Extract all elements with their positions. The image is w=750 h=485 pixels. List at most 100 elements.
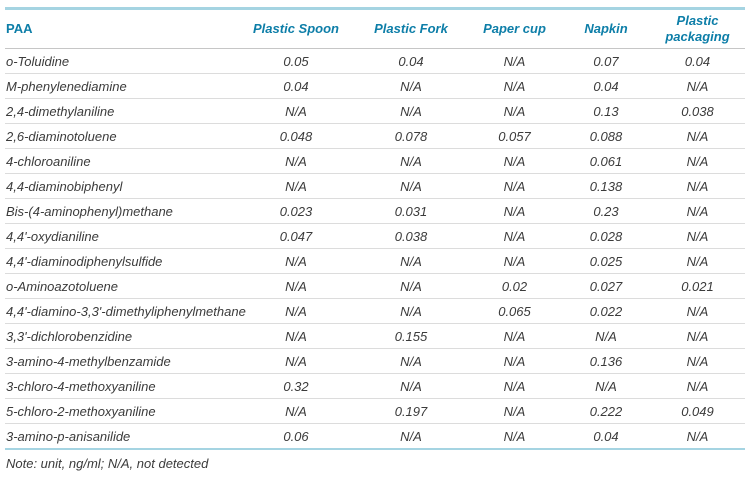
row-value-cell: 0.07 — [562, 48, 650, 74]
table-row: 3,3'-dichlorobenzidine N/A 0.155 N/A N/A N/A — [5, 323, 745, 349]
table-row: o-Aminoazotoluene N/A N/A 0.02 0.027 0.021 — [5, 273, 745, 299]
row-value-cell: 0.061 — [562, 148, 650, 174]
row-value-cell: N/A — [650, 198, 745, 224]
row-compound-name: 2,4-dimethylaniline — [5, 98, 237, 124]
row-value-cell: N/A — [237, 248, 355, 274]
row-value-cell: 0.021 — [650, 273, 745, 299]
row-value-cell: N/A — [355, 73, 467, 99]
row-value-cell: 0.048 — [237, 123, 355, 149]
row-compound-name: 4,4'-diamino-3,3'-dimethyliphenylmethane — [5, 298, 246, 324]
row-value-cell: N/A — [355, 298, 467, 324]
paa-table-figure: PAA Plastic Spoon Plastic Fork Paper cup… — [0, 7, 750, 471]
row-compound-name: 4-chloroaniline — [5, 148, 237, 174]
row-value-cell: 0.13 — [562, 98, 650, 124]
row-compound-name: 3-amino-4-methylbenzamide — [5, 348, 237, 374]
table-body: o-Toluidine 0.05 0.04 N/A 0.07 0.04 M-phenylen… — [5, 48, 745, 450]
row-value-cell: 0.02 — [467, 273, 562, 299]
row-value-cell: N/A — [355, 248, 467, 274]
row-value-cell: N/A — [650, 423, 745, 450]
row-value-cell: N/A — [237, 323, 355, 349]
row-value-cell: 0.32 — [237, 373, 355, 399]
row-value-cell: 0.028 — [562, 223, 650, 249]
table-row: 5-chloro-2-methoxyaniline N/A 0.197 N/A 0.22… — [5, 398, 745, 424]
row-value-cell: N/A — [650, 173, 745, 199]
row-value-cell: N/A — [237, 98, 355, 124]
row-value-cell: 0.155 — [355, 323, 467, 349]
row-value-cell: N/A — [355, 273, 467, 299]
row-value-cell: 0.038 — [355, 223, 467, 249]
row-value-cell: N/A — [650, 373, 745, 399]
row-value-cell: N/A — [467, 198, 562, 224]
row-value-cell: N/A — [467, 73, 562, 99]
row-value-cell: 0.138 — [562, 173, 650, 199]
row-compound-name: 3-amino-p-anisanilide — [5, 423, 237, 450]
column-header-plastic-fork: Plastic Fork — [355, 10, 467, 49]
paa-results-table: PAA Plastic Spoon Plastic Fork Paper cup… — [5, 10, 745, 450]
column-header-napkin: Napkin — [562, 10, 650, 49]
row-value-cell: 0.088 — [562, 123, 650, 149]
row-value-cell: N/A — [237, 148, 355, 174]
column-header-paper-cup: Paper cup — [467, 10, 562, 49]
table-row: Bis-(4-aminophenyl)methane 0.023 0.031 N/A 0… — [5, 198, 745, 224]
row-value-cell: N/A — [467, 348, 562, 374]
table-row: 4,4-diaminobiphenyl N/A N/A N/A 0.138 N/A — [5, 173, 745, 199]
row-value-cell: N/A — [237, 348, 355, 374]
row-compound-name: M-phenylenediamine — [5, 73, 237, 99]
row-value-cell: 0.197 — [355, 398, 467, 424]
row-value-cell: 0.023 — [237, 198, 355, 224]
row-value-cell: N/A — [467, 148, 562, 174]
table-row: 2,6-diaminotoluene 0.048 0.078 0.057 0.088 N/… — [5, 123, 745, 149]
row-value-cell: 0.049 — [650, 398, 745, 424]
row-value-cell: N/A — [562, 373, 650, 399]
row-value-cell: 0.057 — [467, 123, 562, 149]
row-value-cell: 0.04 — [650, 48, 745, 74]
row-value-cell: N/A — [467, 48, 562, 74]
header-row: PAA Plastic Spoon Plastic Fork Paper cup… — [5, 10, 745, 49]
row-value-cell: 0.078 — [355, 123, 467, 149]
row-value-cell: N/A — [650, 73, 745, 99]
row-compound-name: 3,3'-dichlorobenzidine — [5, 323, 237, 349]
row-value-cell: 0.04 — [355, 48, 467, 74]
row-value-cell: N/A — [355, 348, 467, 374]
row-value-cell: 0.06 — [237, 423, 355, 450]
row-value-cell: 0.047 — [237, 223, 355, 249]
table-row: 4,4'-oxydianiline 0.047 0.038 N/A 0.028 N/A — [5, 223, 745, 249]
row-value-cell: 0.04 — [562, 423, 650, 450]
row-value-cell: 0.04 — [562, 73, 650, 99]
row-value-cell: N/A — [355, 423, 467, 450]
row-value-cell: 0.222 — [562, 398, 650, 424]
row-compound-name: o-Aminoazotoluene — [5, 273, 237, 299]
table-row: 4,4'-diaminodiphenylsulfide N/A N/A N/A 0.02… — [5, 248, 745, 274]
row-value-cell: N/A — [650, 298, 745, 324]
row-value-cell: N/A — [467, 398, 562, 424]
row-value-cell: N/A — [562, 323, 650, 349]
row-value-cell: N/A — [237, 173, 355, 199]
row-value-cell: 0.05 — [237, 48, 355, 74]
row-value-cell: N/A — [650, 348, 745, 374]
row-value-cell: N/A — [650, 323, 745, 349]
row-value-cell: N/A — [355, 148, 467, 174]
table-row: 4-chloroaniline N/A N/A N/A 0.061 N/A — [5, 148, 745, 174]
row-compound-name: Bis-(4-aminophenyl)methane — [5, 198, 237, 224]
row-value-cell: 0.027 — [562, 273, 650, 299]
table-row: M-phenylenediamine 0.04 N/A N/A 0.04 N/A — [5, 73, 745, 99]
row-value-cell: 0.038 — [650, 98, 745, 124]
row-value-cell: N/A — [650, 123, 745, 149]
row-compound-name: 4,4-diaminobiphenyl — [5, 173, 237, 199]
row-value-cell: 0.04 — [237, 73, 355, 99]
table-row: 2,4-dimethylaniline N/A N/A N/A 0.13 0.038 — [5, 98, 745, 124]
row-value-cell: N/A — [467, 173, 562, 199]
row-value-cell: N/A — [355, 98, 467, 124]
table-row: 3-chloro-4-methoxyaniline 0.32 N/A N/A N/A N/… — [5, 373, 745, 399]
row-value-cell: N/A — [467, 373, 562, 399]
row-value-cell: N/A — [650, 248, 745, 274]
table-note: Note: unit, ng/ml; N/A, not detected — [6, 456, 209, 471]
column-header-plastic-packaging: Plastic packaging — [650, 10, 745, 49]
row-value-cell: N/A — [237, 273, 355, 299]
row-value-cell: N/A — [650, 223, 745, 249]
row-value-cell: 0.136 — [562, 348, 650, 374]
row-value-cell: N/A — [237, 298, 355, 324]
row-value-cell: N/A — [650, 148, 745, 174]
row-value-cell: N/A — [467, 423, 562, 450]
row-value-cell: 0.025 — [562, 248, 650, 274]
